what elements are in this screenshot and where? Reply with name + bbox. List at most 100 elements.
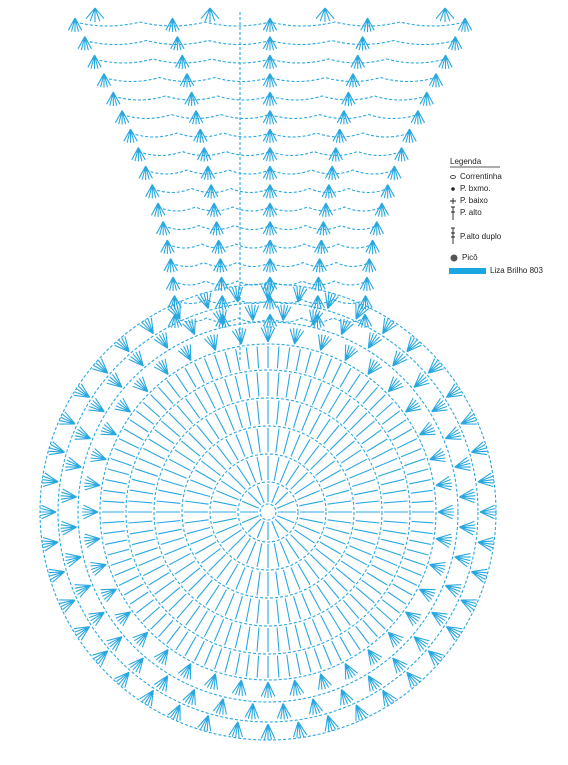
fan-stitch [212, 698, 227, 715]
fan-stitch [435, 475, 452, 491]
fan-stitch [188, 110, 204, 125]
fan-stitch [360, 17, 375, 32]
fan-stitch [262, 184, 278, 199]
fan-stitch [292, 286, 308, 303]
round [125, 369, 411, 655]
row-chain [113, 95, 427, 101]
fan-stitch [42, 472, 59, 488]
fan-stitch [438, 54, 453, 70]
fan-stitch [459, 488, 476, 504]
row-chain [103, 76, 437, 83]
fan-stitch [179, 73, 195, 88]
fan-stitch [114, 397, 131, 413]
fan-stitch [471, 441, 488, 456]
fan-stitch [204, 334, 219, 351]
fan-stitch [73, 626, 91, 641]
fan-stitch [160, 239, 175, 255]
fan-stitch [332, 128, 347, 144]
fan-stitch [132, 376, 149, 393]
legend: Legenda Correntinha P. bxmo. P. baixo P.… [449, 157, 543, 275]
fan-stitch [200, 7, 220, 22]
fan-stitch [340, 688, 354, 706]
fan-stitch [382, 317, 397, 335]
fan-stitch [213, 258, 228, 273]
fan-stitch [209, 221, 224, 236]
fan-stitch [87, 54, 102, 70]
fan-stitch [170, 36, 185, 51]
fan-stitch [206, 202, 222, 218]
fan-stitch [262, 313, 278, 328]
fan-stitch [92, 358, 109, 374]
fan-stitch [96, 73, 112, 88]
fan-stitch [445, 626, 463, 641]
fan-stitch [200, 165, 216, 181]
legend-title: Legenda [450, 157, 482, 166]
fan-stitch [262, 91, 278, 106]
fan-stitch [437, 504, 454, 520]
fan-stitch [444, 426, 462, 440]
fan-stitch [40, 504, 57, 520]
fan-stitch [228, 286, 244, 303]
fan-stitch [471, 568, 488, 583]
legend-item: P.alto duplo [460, 232, 502, 241]
fan-stitch [42, 536, 59, 552]
legend-item: P. bxmo. [460, 184, 491, 193]
fan-stitch [262, 17, 278, 32]
fan-stitch [153, 358, 169, 375]
fan-stitch [431, 397, 448, 413]
fan-stitch [114, 336, 130, 353]
fan-stitch [204, 673, 219, 690]
fan-stitch [413, 636, 430, 652]
fan-stitch [84, 533, 101, 549]
stitch-ring [102, 346, 434, 678]
fan-stitch [419, 421, 436, 436]
fan-stitch [341, 91, 356, 107]
fan-stitch [193, 128, 208, 144]
legend-item: P. alto [460, 208, 482, 217]
fan-stitch [60, 488, 77, 504]
fan-stitch [114, 671, 130, 688]
fan-stitch [406, 671, 422, 688]
fan-stitch [387, 376, 404, 393]
fan-stitch [445, 383, 463, 398]
fan-stitch [321, 184, 337, 199]
fan-stitch [59, 411, 76, 425]
fan-stitch [163, 258, 178, 273]
fan-stitch [355, 303, 369, 320]
fan-stitch [324, 165, 340, 181]
legend-item: P. baixo [460, 196, 488, 205]
fan-stitch [448, 36, 463, 51]
fan-stitch [369, 221, 384, 236]
fan-stitch [392, 657, 408, 674]
legend-symbol [450, 175, 456, 179]
stitch-ring [212, 456, 324, 568]
fan-stitch [114, 611, 131, 627]
fan-stitch [82, 504, 99, 520]
fan-stitch [128, 350, 144, 367]
fan-stitch [67, 17, 83, 32]
legend-symbol [451, 227, 455, 244]
fan-stitch [100, 421, 117, 436]
fan-stitch [374, 202, 390, 218]
fan-stitch [316, 221, 331, 236]
fan-stitch [336, 110, 352, 125]
fan-stitch [260, 723, 276, 740]
fan-stitch [231, 679, 247, 696]
fan-stitch [177, 344, 192, 361]
fan-stitch [340, 318, 354, 336]
fan-stitch [312, 258, 327, 273]
fan-stitch [132, 631, 149, 648]
fan-stitch [165, 276, 181, 292]
fan-stitch [92, 650, 109, 666]
fan-stitch [394, 147, 409, 162]
fan-stitch [153, 649, 169, 666]
fan-stitch [358, 295, 373, 310]
fan-stitch [65, 553, 82, 568]
fan-stitch [310, 313, 325, 328]
fan-stitch [167, 704, 181, 721]
fan-stitch [128, 657, 144, 674]
fan-stitch [262, 258, 278, 273]
fan-stitch [362, 258, 377, 273]
fan-stitch [365, 239, 380, 255]
round [77, 321, 459, 703]
